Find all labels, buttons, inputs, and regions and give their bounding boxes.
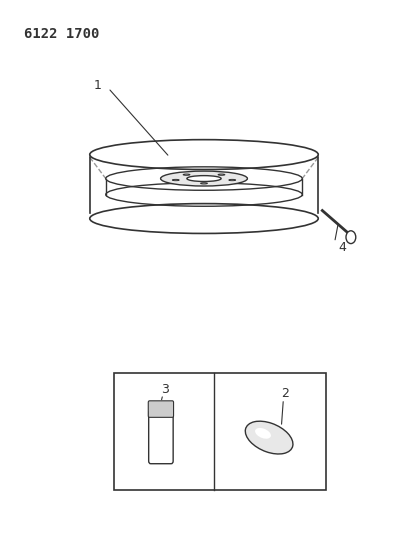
Ellipse shape: [245, 421, 293, 454]
Text: 2: 2: [282, 386, 289, 400]
Ellipse shape: [187, 175, 221, 181]
FancyBboxPatch shape: [148, 401, 173, 417]
Ellipse shape: [161, 171, 247, 186]
Text: 1: 1: [94, 79, 102, 92]
FancyBboxPatch shape: [149, 410, 173, 464]
Ellipse shape: [255, 428, 271, 439]
Bar: [114, 373, 326, 490]
Circle shape: [346, 231, 356, 244]
Text: 4: 4: [339, 241, 346, 254]
Text: 6122 1700: 6122 1700: [24, 27, 100, 41]
Text: 3: 3: [161, 383, 169, 396]
